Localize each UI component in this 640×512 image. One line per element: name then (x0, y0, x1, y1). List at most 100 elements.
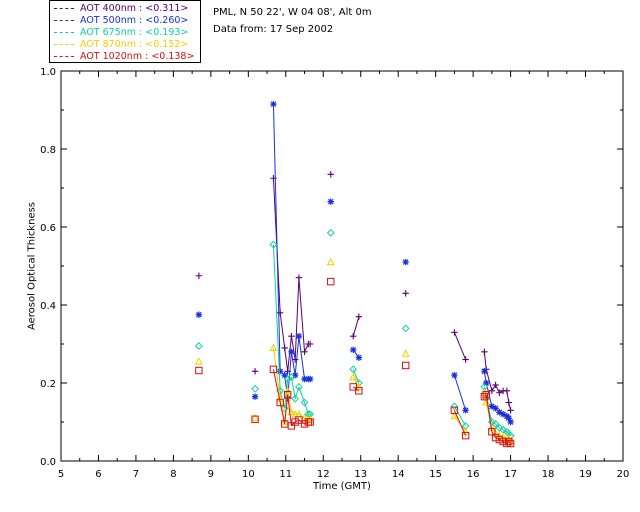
point-aot-675nm (495, 423, 504, 432)
point-aot-870nm (194, 357, 203, 365)
point-aot-870nm (491, 429, 500, 437)
point-aot-870nm (251, 413, 260, 422)
legend-label-500: AOT 500nm : <0.260> (80, 15, 189, 26)
point-aot-400nm (462, 356, 469, 363)
point-aot-500nm (483, 379, 490, 387)
point-aot-400nm (492, 381, 499, 389)
point-aot-500nm (276, 368, 284, 375)
point-aot-500nm (301, 375, 308, 383)
point-aot-500nm (496, 409, 503, 416)
point-aot-400nm (402, 290, 409, 297)
legend-swatch-400 (54, 8, 74, 9)
x-tick-label: 9 (208, 469, 214, 480)
point-aot-675nm (300, 398, 309, 407)
legend-swatch-1020 (54, 56, 74, 57)
point-aot-1020nm (349, 383, 357, 391)
x-tick-label: 16 (467, 469, 480, 480)
point-aot-1020nm (283, 391, 292, 399)
x-tick-label: 8 (170, 469, 176, 480)
point-aot-400nm (301, 348, 308, 355)
point-aot-500nm (507, 418, 514, 426)
series-line-aot-400nm (284, 347, 289, 372)
series-line-aot-1020nm (272, 369, 281, 403)
point-aot-500nm (350, 346, 357, 354)
series-line-aot-500nm (290, 351, 296, 376)
series-line-aot-870nm (272, 347, 281, 399)
series-line-aot-400nm (290, 336, 296, 360)
point-aot-1020nm (251, 415, 259, 423)
point-aot-1020nm (195, 366, 203, 375)
point-aot-500nm (195, 311, 203, 318)
y-tick-label: 0.0 (40, 457, 56, 468)
point-aot-500nm (451, 372, 458, 379)
x-tick-label: 19 (579, 469, 592, 480)
point-aot-1020nm (480, 392, 489, 401)
x-tick-label: 7 (133, 469, 139, 480)
point-aot-1020nm (276, 398, 284, 407)
point-aot-675nm (269, 240, 278, 249)
point-aot-675nm (287, 373, 296, 382)
point-aot-1020nm (461, 431, 470, 440)
point-aot-870nm (349, 372, 358, 381)
point-aot-675nm (499, 425, 508, 434)
legend-item-1020: AOT 1020nm : <0.138> (54, 51, 194, 62)
y-axis-title: Aerosol Optical Thickness (26, 201, 38, 331)
point-aot-1020nm (287, 422, 296, 430)
point-aot-870nm (401, 349, 410, 357)
legend-item-400: AOT 400nm : <0.311> (54, 3, 188, 14)
point-aot-870nm (269, 343, 278, 351)
series-line-aot-1020nm (453, 410, 467, 436)
point-aot-400nm (195, 272, 203, 279)
point-aot-500nm (481, 368, 488, 375)
series-line-aot-400nm (352, 316, 360, 337)
legend-label-675: AOT 675nm : <0.193> (80, 27, 189, 38)
legend-label-400: AOT 400nm : <0.311> (80, 3, 189, 14)
point-aot-400nm (327, 171, 334, 178)
point-aot-400nm (295, 274, 303, 281)
series-line-aot-500nm (294, 336, 300, 376)
point-aot-675nm (295, 382, 303, 391)
series-line-aot-675nm (272, 244, 281, 391)
point-aot-870nm (354, 382, 363, 390)
point-aot-1020nm (291, 418, 299, 426)
legend-item-675: AOT 675nm : <0.193> (54, 27, 188, 38)
point-aot-870nm (326, 257, 335, 266)
point-aot-400nm (281, 344, 288, 352)
point-aot-500nm (355, 354, 363, 361)
point-aot-400nm (251, 368, 259, 375)
y-tick-label: 0.4 (40, 301, 56, 312)
point-aot-870nm (495, 431, 504, 439)
y-tick-label: 0.2 (40, 379, 56, 390)
point-aot-400nm (276, 309, 284, 316)
point-aot-400nm (488, 387, 496, 394)
x-tick-label: 12 (317, 469, 330, 480)
point-aot-1020nm (327, 277, 335, 286)
point-aot-675nm (450, 402, 459, 411)
x-tick-label: 20 (617, 469, 630, 480)
series-line-aot-1020nm (284, 394, 289, 425)
x-tick-label: 15 (429, 469, 442, 480)
series-line-aot-870nm (287, 390, 292, 413)
x-tick-label: 6 (95, 469, 101, 480)
y-tick-label: 0.8 (40, 145, 56, 156)
point-aot-675nm (251, 384, 259, 393)
point-aot-1020nm (482, 391, 490, 399)
point-aot-1020nm (506, 439, 515, 448)
point-aot-400nm (350, 333, 357, 340)
point-aot-1020nm (499, 437, 507, 446)
x-tick-label: 5 (58, 469, 64, 480)
point-aot-1020nm (495, 435, 504, 444)
series-line-aot-500nm (453, 375, 467, 411)
point-aot-1020nm (488, 428, 496, 436)
point-aot-675nm (491, 420, 500, 428)
point-aot-1020nm (401, 361, 410, 370)
point-aot-500nm (492, 405, 499, 412)
point-aot-500nm (281, 372, 288, 379)
legend-swatch-500 (54, 20, 74, 21)
point-aot-500nm (505, 414, 512, 422)
point-aot-1020nm (450, 406, 459, 415)
point-aot-500nm (251, 393, 259, 400)
point-aot-500nm (306, 375, 314, 383)
legend-item-870: AOT 870nm : <0.152> (54, 39, 188, 50)
